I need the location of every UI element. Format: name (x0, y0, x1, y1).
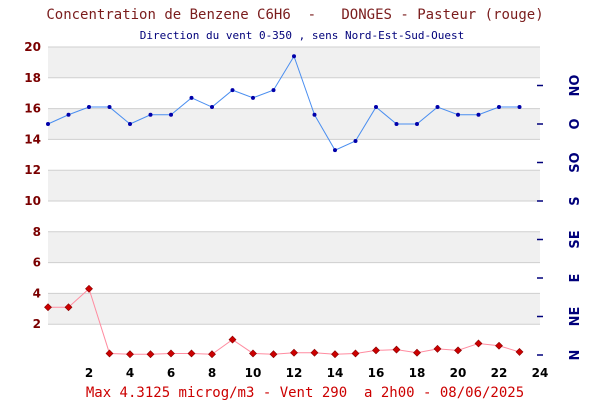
series-line (47, 55, 520, 151)
plot-band (48, 201, 540, 232)
x-tick-label: 12 (286, 366, 303, 380)
y-tick-label: 6 (33, 256, 41, 270)
data-point (374, 105, 378, 110)
plot-band (48, 262, 540, 294)
y-tick-label: 8 (33, 225, 41, 239)
y-tick-label: 14 (24, 132, 41, 146)
y-tick-label: 18 (24, 71, 41, 85)
plot-band (48, 77, 540, 109)
data-point (413, 348, 421, 357)
wind-direction-label: O (568, 118, 583, 129)
y-tick-label: 16 (24, 102, 41, 116)
data-point (497, 105, 501, 110)
data-point (517, 105, 522, 110)
data-point (148, 112, 153, 117)
data-point (46, 122, 50, 126)
data-point (474, 339, 483, 348)
data-point (310, 348, 319, 357)
plot-band (48, 231, 540, 263)
data-point (454, 346, 462, 355)
data-point (433, 344, 442, 353)
data-point (495, 341, 503, 350)
data-point (271, 88, 276, 93)
x-tick-label: 6 (167, 366, 175, 380)
data-point (251, 95, 255, 100)
y-tick-label: 12 (24, 163, 41, 177)
data-point (107, 105, 112, 110)
data-point (44, 303, 52, 312)
plot-band (48, 170, 540, 201)
data-point (128, 122, 132, 126)
data-point (189, 95, 194, 100)
data-point (456, 112, 460, 117)
y-tick-label: 4 (33, 286, 41, 300)
data-point (372, 346, 380, 355)
data-point (66, 112, 71, 117)
chart-title: Concentration de Benzene C6H6 - DONGES -… (46, 7, 543, 23)
data-point (146, 350, 155, 359)
x-tick-label: 8 (208, 366, 216, 380)
wind-direction-label: SO (568, 152, 583, 172)
x-tick-label: 22 (491, 366, 508, 380)
data-point (292, 54, 296, 59)
wind-direction-label: E (568, 274, 583, 283)
chart-subtitle: Direction du vent 0-350 , sens Nord-Est-… (140, 29, 465, 42)
data-point (331, 350, 339, 359)
data-point (435, 105, 440, 110)
wind-direction-label: S (568, 196, 583, 205)
right-axis-wind-direction: N NE E SE S SO O NO (537, 75, 583, 361)
data-point (187, 349, 196, 358)
y-tick-label: 20 (24, 40, 41, 54)
data-point (87, 105, 91, 110)
data-point (415, 122, 419, 126)
data-point (351, 349, 360, 358)
data-point (392, 345, 401, 354)
data-point (290, 348, 298, 357)
data-point (126, 350, 134, 359)
x-tick-label: 2 (85, 366, 93, 380)
x-tick-label: 20 (450, 366, 467, 380)
plot-band (48, 293, 540, 325)
data-point (208, 350, 216, 359)
plot-band (48, 108, 540, 140)
x-tick-label: 24 (532, 366, 549, 380)
y-tick-label: 2 (33, 317, 41, 331)
y-axis-ticks: 2 4 6 8 10 12 14 16 18 20 (24, 40, 41, 331)
x-tick-label: 10 (245, 366, 262, 380)
x-tick-label: 18 (409, 366, 426, 380)
x-tick-label: 4 (126, 366, 134, 380)
data-point (515, 347, 524, 356)
wind-direction-label: SE (568, 230, 583, 248)
data-point (210, 105, 214, 110)
series-layer (44, 54, 524, 359)
wind-direction-label: NO (568, 75, 583, 97)
data-point (312, 112, 317, 117)
x-tick-label: 14 (327, 366, 344, 380)
data-point (85, 284, 93, 293)
data-point (249, 349, 257, 358)
grid-lines (48, 46, 540, 325)
wind-direction-label: N (568, 350, 583, 361)
data-point (353, 138, 358, 143)
data-point (64, 303, 73, 312)
plot-band (48, 47, 540, 78)
data-point (105, 349, 114, 358)
plot-background (48, 47, 540, 355)
data-point (228, 335, 237, 344)
data-point (230, 88, 235, 93)
chart-footer: Max 4.3125 microg/m3 - Vent 290 a 2h00 -… (86, 385, 524, 400)
wind-direction-label: NE (568, 307, 583, 327)
plot-band (48, 139, 540, 171)
data-point (169, 112, 173, 117)
data-point (476, 112, 481, 117)
data-point (167, 349, 175, 358)
data-point (394, 122, 399, 126)
x-tick-label: 16 (368, 366, 385, 380)
data-point (269, 350, 278, 359)
y-tick-label: 10 (24, 194, 41, 208)
data-point (333, 148, 337, 153)
x-axis-ticks: 2 4 6 8 10 12 14 16 18 20 22 24 (85, 366, 549, 380)
